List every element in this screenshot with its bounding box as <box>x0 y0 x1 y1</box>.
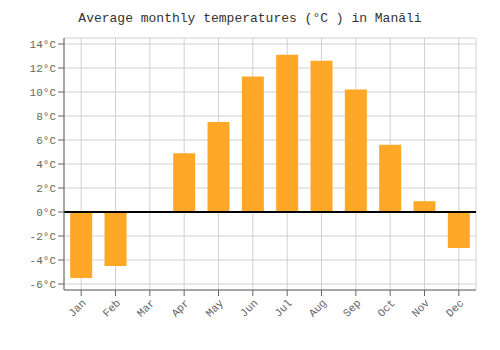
svg-text:Feb: Feb <box>101 297 123 319</box>
svg-text:May: May <box>204 297 227 320</box>
svg-text:-2°C: -2°C <box>30 231 57 243</box>
svg-text:6°C: 6°C <box>36 135 56 147</box>
svg-text:Dec: Dec <box>444 297 466 319</box>
svg-text:4°C: 4°C <box>36 159 56 171</box>
svg-text:Sep: Sep <box>341 297 363 319</box>
svg-text:Mar: Mar <box>135 297 157 319</box>
svg-text:-6°C: -6°C <box>30 279 57 291</box>
svg-text:Jul: Jul <box>272 297 294 319</box>
svg-text:Aug: Aug <box>307 297 329 319</box>
svg-text:Jun: Jun <box>238 297 260 319</box>
svg-text:Oct: Oct <box>375 297 397 319</box>
svg-text:8°C: 8°C <box>36 111 56 123</box>
svg-text:14°C: 14°C <box>30 39 57 51</box>
svg-text:2°C: 2°C <box>36 183 56 195</box>
svg-text:12°C: 12°C <box>30 63 57 75</box>
svg-text:Nov: Nov <box>410 297 433 320</box>
html-text:Average monthly temperatures (: Average monthly temperatures (°C ) in Ma… <box>78 11 422 26</box>
svg-text:10°C: 10°C <box>30 87 57 99</box>
svg-text:Jan: Jan <box>66 297 88 319</box>
svg-text:0°C: 0°C <box>36 207 56 219</box>
svg-text:Apr: Apr <box>169 297 191 319</box>
svg-text:-4°C: -4°C <box>30 255 57 267</box>
